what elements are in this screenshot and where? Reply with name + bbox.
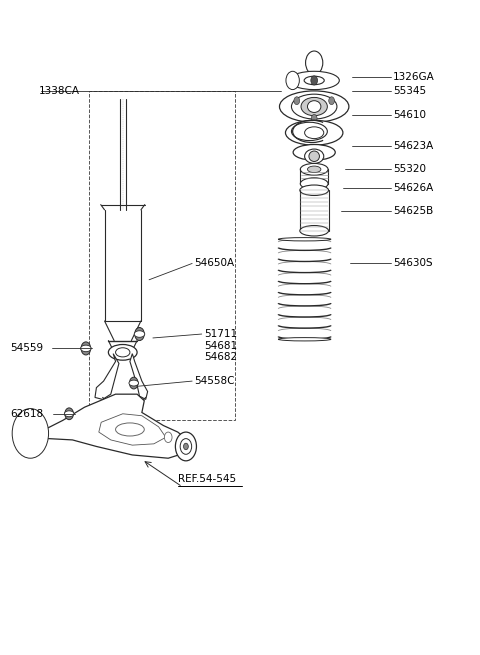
Text: 1338CA: 1338CA [39,86,80,96]
Ellipse shape [81,345,91,352]
Ellipse shape [116,423,144,436]
Text: 54630S: 54630S [393,259,433,269]
Ellipse shape [300,185,328,195]
Circle shape [164,432,172,443]
Circle shape [122,403,128,411]
Text: REF.54-545: REF.54-545 [178,474,236,484]
Circle shape [180,439,192,455]
Ellipse shape [278,337,331,341]
Circle shape [12,409,48,458]
Text: 54682: 54682 [204,352,237,362]
Ellipse shape [291,122,327,141]
Text: 54625B: 54625B [393,206,433,216]
Circle shape [22,422,39,445]
Circle shape [175,432,196,461]
Circle shape [130,377,138,389]
Circle shape [306,51,323,75]
Text: 51711: 51711 [204,329,237,339]
Circle shape [16,414,45,453]
Ellipse shape [300,225,328,236]
Circle shape [65,408,73,420]
Text: 54650A: 54650A [194,259,235,269]
Ellipse shape [300,178,328,189]
Circle shape [289,76,296,85]
Ellipse shape [301,98,327,116]
Circle shape [286,71,300,90]
Circle shape [311,76,318,85]
Text: 54623A: 54623A [393,141,433,151]
Ellipse shape [289,71,339,90]
Polygon shape [130,354,148,400]
Circle shape [183,443,188,450]
Circle shape [26,428,34,439]
Text: 55345: 55345 [393,86,426,96]
Ellipse shape [279,91,349,122]
Polygon shape [32,394,187,458]
Circle shape [135,328,144,341]
Circle shape [81,342,91,355]
Ellipse shape [304,76,324,84]
Polygon shape [95,354,119,400]
Text: 54610: 54610 [393,110,426,120]
Bar [89,91,235,421]
Text: 54626A: 54626A [393,183,433,193]
Polygon shape [99,414,166,445]
Text: 54681: 54681 [204,341,237,351]
Ellipse shape [300,164,328,175]
Ellipse shape [286,121,343,145]
Ellipse shape [305,127,324,139]
Ellipse shape [293,145,335,160]
Ellipse shape [278,238,331,241]
Ellipse shape [64,411,74,417]
Ellipse shape [116,348,130,357]
Ellipse shape [108,345,137,360]
Text: 62618: 62618 [10,409,43,419]
Ellipse shape [291,94,337,119]
Circle shape [310,57,319,69]
Ellipse shape [129,380,139,386]
Text: 55320: 55320 [393,164,426,174]
Ellipse shape [308,101,321,113]
Text: 54559: 54559 [10,343,43,354]
Ellipse shape [309,151,320,162]
Ellipse shape [305,149,324,164]
Ellipse shape [121,403,130,411]
Ellipse shape [308,166,321,173]
Text: 1326GA: 1326GA [393,72,435,82]
Circle shape [294,97,300,105]
Circle shape [329,97,335,105]
Text: 54558C: 54558C [194,376,235,386]
Circle shape [312,115,317,122]
Ellipse shape [134,331,145,337]
